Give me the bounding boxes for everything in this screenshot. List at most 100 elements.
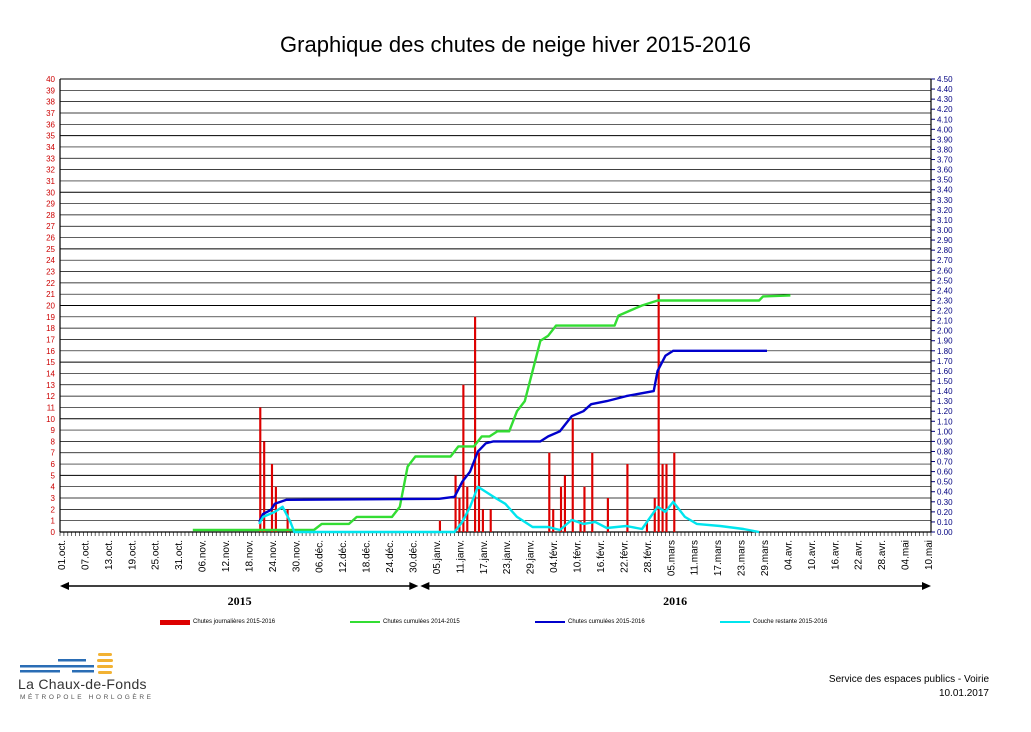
left-axis-tick-label: 38 [46,98,55,107]
left-axis-tick-label: 13 [46,381,55,390]
x-axis-tick-label: 29.mars [760,540,771,576]
left-axis-tick-label: 29 [46,200,55,209]
x-axis-tick-label: 04.févr. [549,540,560,573]
x-axis-tick-label: 24.déc. [385,540,396,573]
legend-item-remaining: Couche restante 2015-2016 [720,615,827,629]
left-axis-tick-label: 34 [46,143,55,152]
logo-subtitle: MÉTROPOLE HORLOGÈRE [20,694,154,701]
daily-snowfall-bar [270,464,274,532]
x-axis-tick-label: 18.déc. [362,540,373,573]
x-axis-tick-label: 17.mars [713,540,724,576]
left-axis-tick-label: 5 [51,471,56,480]
x-axis-tick-label: 05.janv. [432,540,443,574]
left-axis-tick-label: 23 [46,268,55,277]
x-axis-tick-label: 04.avr. [783,540,794,570]
left-axis-tick-label: 6 [51,460,56,469]
left-axis-tick-label: 35 [46,132,55,141]
right-axis-tick-label: 1.10 [937,417,953,426]
x-axis-tick-label: 30.nov. [291,540,302,572]
left-axis-tick-label: 4 [51,483,56,492]
right-axis-tick-label: 3.00 [937,226,953,235]
left-axis-tick-label: 8 [51,437,56,446]
x-axis-tick-label: 28.avr. [877,540,888,570]
right-axis-tick-label: 0.50 [937,478,953,487]
right-axis-tick-label: 2.70 [937,256,953,265]
legend-label-remaining: Couche restante 2015-2016 [753,619,828,625]
x-axis-tick-label: 31.oct. [174,540,185,570]
left-axis-tick-label: 24 [46,256,55,265]
daily-snowfall-bar [548,452,551,532]
legend-item-cumul-2014-2015: Chutes cumulées 2014-2015 [350,615,460,629]
left-axis-tick-label: 22 [46,279,55,288]
right-axis-tick-label: 3.30 [937,196,953,205]
x-axis-tick-label: 24.nov. [268,540,279,572]
left-axis-tick-label: 7 [51,449,56,458]
chart-title: Graphique des chutes de neige hiver 2015… [280,32,751,57]
right-axis-tick-label: 3.80 [937,145,953,154]
right-axis-tick-label: 1.60 [937,367,953,376]
x-axis-tick-label: 05.mars [666,540,677,576]
left-axis-tick-label: 18 [46,324,55,333]
right-axis-tick-label: 0.30 [937,498,953,507]
right-axis-tick-label: 0.00 [937,528,953,537]
series-line-remaining-layer [258,485,760,534]
daily-snowfall-bar [458,498,461,532]
arrow-head-left-icon [60,582,69,590]
right-axis-tick-label: 2.30 [937,296,953,305]
x-axis-tick-label: 22.févr. [619,540,630,573]
left-axis-tick-label: 25 [46,245,55,254]
footer-date: 10.01.2017 [938,688,989,699]
left-axis-tick-label: 9 [51,426,56,435]
left-axis-tick-label: 37 [46,109,55,118]
x-axis-tick-label: 06.nov. [198,540,209,572]
daily-snowfall-bar [263,441,266,532]
footer-service: Service des espaces publics - Voirie [828,674,989,685]
arrow-head-right-icon [922,582,931,590]
city-logo: La Chaux-de-Fonds MÉTROPOLE HORLOGÈRE [18,650,178,710]
right-axis-tick-label: 4.30 [937,95,953,104]
left-axis-tick-label: 16 [46,347,55,356]
daily-snowfall-bar [481,509,484,532]
x-axis-tick-label: 04.mai [901,540,912,570]
logo-name: La Chaux-de-Fonds [18,676,147,692]
daily-snowfall-bar [583,486,586,532]
right-axis-tick-label: 2.60 [937,266,953,275]
daily-snowfall-bar [645,520,649,532]
left-axis-tick-label: 28 [46,211,55,220]
daily-snowfall-bar [626,464,629,532]
right-axis-tick-label: 0.80 [937,447,953,456]
left-axis-tick-label: 14 [46,369,55,378]
right-axis-tick-label: 1.40 [937,387,953,396]
right-axis-tick-label: 2.10 [937,317,953,326]
left-axis-tick-label: 27 [46,222,55,231]
right-axis-tick-label: 1.00 [937,427,953,436]
x-axis-tick-label: 30.déc. [408,540,419,573]
right-axis-tick-label: 3.20 [937,206,953,215]
x-axis-tick-label: 10.avr. [807,540,818,570]
x-axis-tick-label: 18.nov. [244,540,255,572]
right-axis-tick-label: 0.20 [937,508,953,517]
daily-snowfall-bar [673,452,676,532]
left-axis-tick-label: 21 [46,290,55,299]
right-axis-tick-label: 3.70 [937,156,953,165]
daily-snowfall-bar [552,509,555,532]
left-axis-tick-label: 26 [46,234,55,243]
daily-snowfall-bar [653,498,656,532]
left-axis-tick-label: 15 [46,358,55,367]
right-axis-tick-label: 0.40 [937,488,953,497]
x-axis-tick-label: 12.déc. [338,540,349,573]
year-label-2015: 2015 [228,594,252,608]
daily-snowfall-bar [591,452,594,532]
left-axis-tick-label: 17 [46,335,55,344]
left-axis-tick-label: 40 [46,75,55,84]
x-axis-tick-label: 06.déc. [315,540,326,573]
x-axis-tick-label: 01.oct. [57,540,68,570]
x-axis-tick-label: 07.oct. [80,540,91,570]
right-axis-tick-label: 1.20 [937,407,953,416]
right-axis-tick-label: 4.50 [937,75,953,84]
right-axis-tick-label: 2.20 [937,307,953,316]
left-axis-tick-label: 11 [47,403,56,412]
right-axis-tick-label: 3.40 [937,186,953,195]
right-axis-tick-label: 1.30 [937,397,953,406]
daily-snowfall-bar [477,452,481,532]
